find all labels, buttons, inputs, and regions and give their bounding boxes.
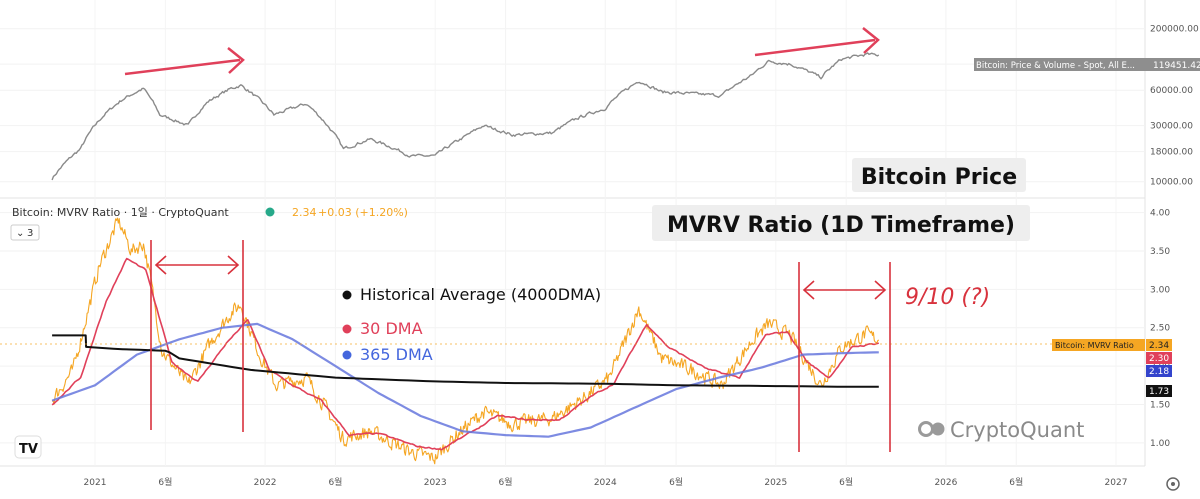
settings-gear-icon[interactable] [1166, 477, 1180, 491]
mvrv-tag-label: Bitcoin: MVRV Ratio [1055, 341, 1134, 350]
price-y-tick-label: 18000.00 [1150, 148, 1193, 158]
legend-dot-icon [342, 350, 352, 360]
x-tick-label: 2022 [254, 478, 277, 488]
x-tick-label: 6월 [839, 476, 853, 488]
legend-dot-icon [342, 290, 352, 300]
chevron-down-icon: ⌄ [16, 228, 24, 239]
mvrv-365dma-line [51, 322, 879, 438]
status-dot-icon [265, 207, 275, 217]
x-tick-label: 6월 [669, 476, 683, 488]
mvrv-tag-bg [1146, 385, 1172, 397]
mvrv-y-tick-label: 4.00 [1150, 209, 1170, 219]
mvrv-title-box [652, 205, 1030, 241]
mvrv-tag-bg [1146, 339, 1172, 351]
x-tick-label: 6월 [1009, 476, 1023, 488]
mvrv-4000dma-line [52, 334, 879, 388]
price-y-tick-label: 60000.00 [1150, 86, 1193, 96]
mvrv-tag-value: 1.73 [1149, 387, 1169, 397]
time-axis: 2021 6월 2022 6월 2023 6월 2024 6월 2025 6월 2026 6월 2027 [84, 476, 1128, 488]
price-last-tag: Bitcoin: Price & Volume - Spot, All E...… [974, 58, 1200, 71]
mvrv-30dma-line [51, 257, 880, 451]
trend-arrow-left [124, 47, 245, 76]
price-y-tick-label: 200000.00 [1150, 25, 1199, 35]
mvrv-y-tick-label: 2.50 [1150, 324, 1170, 334]
x-tick-label: 2025 [764, 478, 787, 488]
svg-text:TV: TV [19, 442, 38, 457]
cryptoquant-logo: CryptoQuant [918, 418, 1084, 442]
x-tick-label: 6월 [499, 476, 513, 488]
legend: Historical Average (4000DMA) 30 DMA 365 DM… [342, 285, 601, 364]
mvrv-value-tags: Bitcoin: MVRV Ratio 2.34 2.30 2.18 1.73 [1052, 339, 1172, 397]
mvrv-tag-bg [1146, 365, 1172, 377]
mvrv-y-tick-label: 1.50 [1150, 400, 1170, 410]
legend-label: 30 DMA [360, 319, 423, 338]
x-tick-label: 6월 [328, 476, 342, 488]
price-y-tick-label: 30000.00 [1150, 122, 1193, 132]
cycle-bracket-2025 [798, 262, 891, 452]
mvrv-header-value: 2.34 [292, 206, 317, 219]
mvrv-daily-line [51, 217, 880, 465]
mvrv-tag-value: 2.30 [1149, 354, 1169, 364]
mvrv-y-tick-label: 1.00 [1150, 439, 1170, 449]
watermark-text: CryptoQuant [950, 418, 1084, 442]
x-tick-label: 6월 [158, 476, 172, 488]
collapse-count: 3 [27, 228, 33, 239]
price-panel-label: Bitcoin Price [861, 165, 1017, 190]
x-tick-label: 2024 [594, 478, 617, 488]
price-series [51, 52, 880, 181]
legend-label: 365 DMA [360, 345, 433, 364]
legend-dot-icon [342, 324, 352, 334]
mvrv-tag-label-bg [1052, 339, 1145, 351]
x-tick-label: 2026 [934, 478, 957, 488]
mvrv-y-tick-label: 3.00 [1150, 285, 1170, 295]
trend-arrow-right [754, 27, 880, 57]
mvrv-tag-value: 2.18 [1149, 367, 1169, 377]
x-tick-label: 2021 [84, 478, 107, 488]
mvrv-header-change: +0.03 (+1.20%) [318, 206, 408, 219]
mvrv-tag-value: 2.34 [1149, 341, 1169, 351]
legend-label: Historical Average (4000DMA) [360, 285, 601, 304]
x-tick-label: 2023 [424, 478, 447, 488]
tradingview-logo: TV [14, 435, 42, 459]
x-tick-label: 2027 [1105, 478, 1128, 488]
price-tag-value: 119451.42 [1153, 61, 1200, 71]
price-y-tick-label: 10000.00 [1150, 178, 1193, 188]
mvrv-header-title: Bitcoin: MVRV Ratio · 1일 · CryptoQuant [12, 205, 229, 219]
mvrv-tag-bg [1146, 352, 1172, 364]
price-tag-label: Bitcoin: Price & Volume - Spot, All E... [976, 61, 1135, 71]
annotation-date-guess: 9/10 (?) [905, 285, 990, 310]
mvrv-y-tick-label: 3.50 [1150, 247, 1170, 257]
mvrv-title: MVRV Ratio (1D Timeframe) [667, 213, 1015, 238]
collapse-indicators-button[interactable]: ⌄ 3 [10, 224, 40, 241]
price-panel-gridlines [0, 28, 1145, 183]
price-label-box [852, 158, 1026, 192]
mvrv-series [51, 217, 880, 465]
cycle-bracket-2021 [150, 240, 244, 432]
price-line [51, 52, 880, 181]
